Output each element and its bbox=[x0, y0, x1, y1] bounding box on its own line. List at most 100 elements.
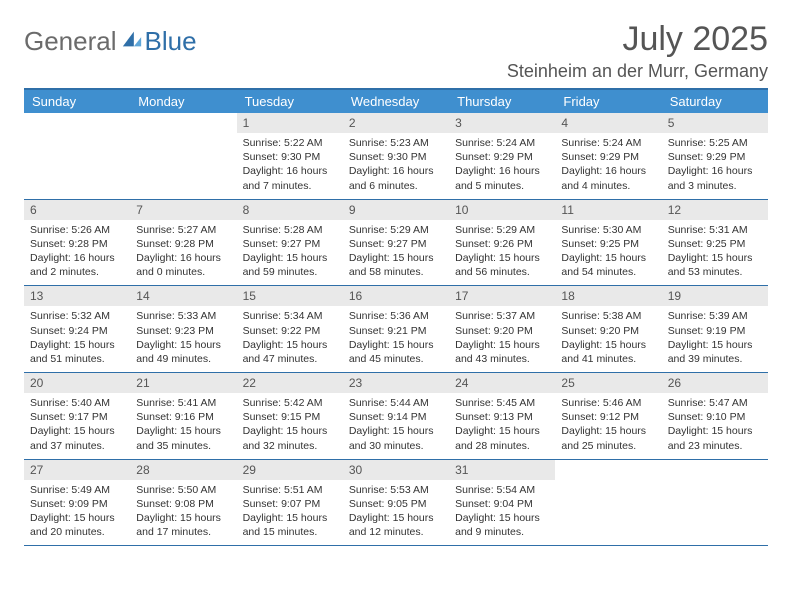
day-details: Sunrise: 5:25 AMSunset: 9:29 PMDaylight:… bbox=[662, 133, 768, 199]
title-location: Steinheim an der Murr, Germany bbox=[507, 61, 768, 82]
logo-mark-icon bbox=[121, 28, 143, 50]
day-cell: 1Sunrise: 5:22 AMSunset: 9:30 PMDaylight… bbox=[237, 113, 343, 199]
day-cell: 2Sunrise: 5:23 AMSunset: 9:30 PMDaylight… bbox=[343, 113, 449, 199]
day-details: Sunrise: 5:53 AMSunset: 9:05 PMDaylight:… bbox=[343, 480, 449, 546]
day-number: 8 bbox=[237, 200, 343, 220]
day-number: 16 bbox=[343, 286, 449, 306]
dow-wednesday: Wednesday bbox=[343, 90, 449, 113]
day-cell: 4Sunrise: 5:24 AMSunset: 9:29 PMDaylight… bbox=[555, 113, 661, 199]
day-cell: 23Sunrise: 5:44 AMSunset: 9:14 PMDayligh… bbox=[343, 373, 449, 460]
day-cell: 5Sunrise: 5:25 AMSunset: 9:29 PMDaylight… bbox=[662, 113, 768, 199]
day-cell: 6Sunrise: 5:26 AMSunset: 9:28 PMDaylight… bbox=[24, 199, 130, 286]
day-cell: 28Sunrise: 5:50 AMSunset: 9:08 PMDayligh… bbox=[130, 459, 236, 546]
day-number: 17 bbox=[449, 286, 555, 306]
day-cell: 31Sunrise: 5:54 AMSunset: 9:04 PMDayligh… bbox=[449, 459, 555, 546]
day-details: Sunrise: 5:31 AMSunset: 9:25 PMDaylight:… bbox=[662, 220, 768, 286]
day-details: Sunrise: 5:23 AMSunset: 9:30 PMDaylight:… bbox=[343, 133, 449, 199]
empty-cell bbox=[130, 113, 236, 199]
day-cell: 29Sunrise: 5:51 AMSunset: 9:07 PMDayligh… bbox=[237, 459, 343, 546]
day-number: 30 bbox=[343, 460, 449, 480]
day-details: Sunrise: 5:27 AMSunset: 9:28 PMDaylight:… bbox=[130, 220, 236, 286]
day-number: 9 bbox=[343, 200, 449, 220]
day-cell: 17Sunrise: 5:37 AMSunset: 9:20 PMDayligh… bbox=[449, 286, 555, 373]
day-number: 29 bbox=[237, 460, 343, 480]
empty-cell bbox=[24, 113, 130, 199]
day-number: 22 bbox=[237, 373, 343, 393]
day-cell: 30Sunrise: 5:53 AMSunset: 9:05 PMDayligh… bbox=[343, 459, 449, 546]
day-details: Sunrise: 5:38 AMSunset: 9:20 PMDaylight:… bbox=[555, 306, 661, 372]
day-cell: 8Sunrise: 5:28 AMSunset: 9:27 PMDaylight… bbox=[237, 199, 343, 286]
day-cell: 21Sunrise: 5:41 AMSunset: 9:16 PMDayligh… bbox=[130, 373, 236, 460]
day-number: 19 bbox=[662, 286, 768, 306]
day-number: 21 bbox=[130, 373, 236, 393]
dow-row: Sunday Monday Tuesday Wednesday Thursday… bbox=[24, 90, 768, 113]
day-cell: 9Sunrise: 5:29 AMSunset: 9:27 PMDaylight… bbox=[343, 199, 449, 286]
dow-saturday: Saturday bbox=[662, 90, 768, 113]
day-details: Sunrise: 5:51 AMSunset: 9:07 PMDaylight:… bbox=[237, 480, 343, 546]
day-details: Sunrise: 5:24 AMSunset: 9:29 PMDaylight:… bbox=[449, 133, 555, 199]
day-details: Sunrise: 5:32 AMSunset: 9:24 PMDaylight:… bbox=[24, 306, 130, 372]
calendar-body: 1Sunrise: 5:22 AMSunset: 9:30 PMDaylight… bbox=[24, 113, 768, 546]
day-number: 4 bbox=[555, 113, 661, 133]
day-details: Sunrise: 5:26 AMSunset: 9:28 PMDaylight:… bbox=[24, 220, 130, 286]
day-details: Sunrise: 5:29 AMSunset: 9:27 PMDaylight:… bbox=[343, 220, 449, 286]
day-details: Sunrise: 5:22 AMSunset: 9:30 PMDaylight:… bbox=[237, 133, 343, 199]
day-number: 27 bbox=[24, 460, 130, 480]
day-number: 14 bbox=[130, 286, 236, 306]
dow-friday: Friday bbox=[555, 90, 661, 113]
calendar-table: Sunday Monday Tuesday Wednesday Thursday… bbox=[24, 90, 768, 546]
header: General Blue July 2025 Steinheim an der … bbox=[24, 20, 768, 82]
day-cell: 3Sunrise: 5:24 AMSunset: 9:29 PMDaylight… bbox=[449, 113, 555, 199]
day-details: Sunrise: 5:39 AMSunset: 9:19 PMDaylight:… bbox=[662, 306, 768, 372]
day-number: 26 bbox=[662, 373, 768, 393]
day-number: 12 bbox=[662, 200, 768, 220]
day-details: Sunrise: 5:42 AMSunset: 9:15 PMDaylight:… bbox=[237, 393, 343, 459]
day-details: Sunrise: 5:49 AMSunset: 9:09 PMDaylight:… bbox=[24, 480, 130, 546]
day-number: 2 bbox=[343, 113, 449, 133]
day-number: 13 bbox=[24, 286, 130, 306]
day-cell: 16Sunrise: 5:36 AMSunset: 9:21 PMDayligh… bbox=[343, 286, 449, 373]
day-cell: 14Sunrise: 5:33 AMSunset: 9:23 PMDayligh… bbox=[130, 286, 236, 373]
day-details: Sunrise: 5:40 AMSunset: 9:17 PMDaylight:… bbox=[24, 393, 130, 459]
calendar-row: 6Sunrise: 5:26 AMSunset: 9:28 PMDaylight… bbox=[24, 199, 768, 286]
day-cell: 15Sunrise: 5:34 AMSunset: 9:22 PMDayligh… bbox=[237, 286, 343, 373]
empty-cell bbox=[555, 459, 661, 546]
dow-monday: Monday bbox=[130, 90, 236, 113]
calendar-row: 13Sunrise: 5:32 AMSunset: 9:24 PMDayligh… bbox=[24, 286, 768, 373]
logo-text-general: General bbox=[24, 26, 117, 57]
day-cell: 11Sunrise: 5:30 AMSunset: 9:25 PMDayligh… bbox=[555, 199, 661, 286]
day-details: Sunrise: 5:28 AMSunset: 9:27 PMDaylight:… bbox=[237, 220, 343, 286]
day-cell: 13Sunrise: 5:32 AMSunset: 9:24 PMDayligh… bbox=[24, 286, 130, 373]
day-cell: 27Sunrise: 5:49 AMSunset: 9:09 PMDayligh… bbox=[24, 459, 130, 546]
day-number: 10 bbox=[449, 200, 555, 220]
day-number: 1 bbox=[237, 113, 343, 133]
day-cell: 18Sunrise: 5:38 AMSunset: 9:20 PMDayligh… bbox=[555, 286, 661, 373]
day-number: 23 bbox=[343, 373, 449, 393]
calendar-row: 27Sunrise: 5:49 AMSunset: 9:09 PMDayligh… bbox=[24, 459, 768, 546]
day-details: Sunrise: 5:46 AMSunset: 9:12 PMDaylight:… bbox=[555, 393, 661, 459]
day-cell: 12Sunrise: 5:31 AMSunset: 9:25 PMDayligh… bbox=[662, 199, 768, 286]
day-details: Sunrise: 5:33 AMSunset: 9:23 PMDaylight:… bbox=[130, 306, 236, 372]
day-number: 25 bbox=[555, 373, 661, 393]
day-cell: 20Sunrise: 5:40 AMSunset: 9:17 PMDayligh… bbox=[24, 373, 130, 460]
logo-text-blue: Blue bbox=[145, 26, 197, 57]
day-cell: 26Sunrise: 5:47 AMSunset: 9:10 PMDayligh… bbox=[662, 373, 768, 460]
day-cell: 25Sunrise: 5:46 AMSunset: 9:12 PMDayligh… bbox=[555, 373, 661, 460]
day-details: Sunrise: 5:54 AMSunset: 9:04 PMDaylight:… bbox=[449, 480, 555, 546]
day-details: Sunrise: 5:24 AMSunset: 9:29 PMDaylight:… bbox=[555, 133, 661, 199]
day-cell: 7Sunrise: 5:27 AMSunset: 9:28 PMDaylight… bbox=[130, 199, 236, 286]
day-details: Sunrise: 5:34 AMSunset: 9:22 PMDaylight:… bbox=[237, 306, 343, 372]
day-details: Sunrise: 5:50 AMSunset: 9:08 PMDaylight:… bbox=[130, 480, 236, 546]
day-details: Sunrise: 5:29 AMSunset: 9:26 PMDaylight:… bbox=[449, 220, 555, 286]
day-number: 7 bbox=[130, 200, 236, 220]
day-number: 6 bbox=[24, 200, 130, 220]
logo: General Blue bbox=[24, 20, 197, 57]
day-number: 31 bbox=[449, 460, 555, 480]
title-block: July 2025 Steinheim an der Murr, Germany bbox=[507, 20, 768, 82]
day-number: 28 bbox=[130, 460, 236, 480]
day-cell: 24Sunrise: 5:45 AMSunset: 9:13 PMDayligh… bbox=[449, 373, 555, 460]
day-details: Sunrise: 5:45 AMSunset: 9:13 PMDaylight:… bbox=[449, 393, 555, 459]
dow-thursday: Thursday bbox=[449, 90, 555, 113]
day-number: 5 bbox=[662, 113, 768, 133]
empty-cell bbox=[662, 459, 768, 546]
